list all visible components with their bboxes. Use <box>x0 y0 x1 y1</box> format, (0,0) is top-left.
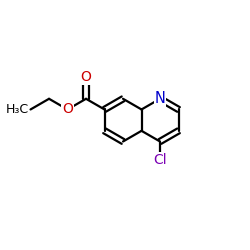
Text: N: N <box>154 91 166 106</box>
Text: H₃C: H₃C <box>6 103 28 116</box>
Text: O: O <box>80 70 92 85</box>
Text: Cl: Cl <box>153 153 167 167</box>
Text: O: O <box>62 102 73 117</box>
